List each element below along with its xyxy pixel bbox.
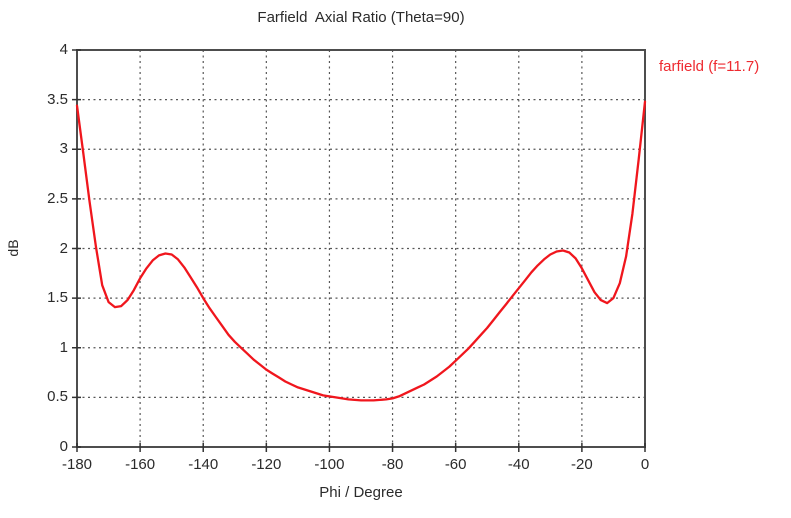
legend-entry: farfield (f=11.7) (659, 58, 760, 75)
y-tick-label: 2 (59, 239, 68, 257)
x-tick-label: -120 (251, 456, 282, 473)
y-tick-label: 3 (59, 140, 68, 158)
x-tick-label: -100 (314, 456, 345, 473)
y-tick-label: 0.5 (47, 388, 68, 406)
chart-title: Farfield Axial Ratio (Theta=90) (257, 9, 465, 26)
plot-frame (76, 49, 646, 448)
x-tick-label: 0 (640, 456, 650, 473)
x-tick-label: -80 (381, 456, 404, 473)
x-tick-label: -40 (507, 456, 530, 473)
x-tick-label: -60 (444, 456, 467, 473)
y-tick-label: 1 (59, 338, 68, 356)
x-tick-label: -140 (188, 456, 219, 473)
y-tick-label: 4 (59, 41, 68, 58)
x-tick-label: -160 (125, 456, 156, 473)
x-tick-label: -20 (571, 456, 593, 473)
y-tick-label: 2.5 (47, 189, 68, 207)
axial-ratio-curve (75, 100, 647, 402)
y-tick-label: 3.5 (47, 90, 68, 108)
x-tick-label: -180 (61, 456, 93, 473)
x-axis-label: Phi / Degree (319, 484, 403, 501)
y-tick-label: 1.5 (47, 289, 68, 307)
y-tick-label: 0 (59, 438, 68, 455)
